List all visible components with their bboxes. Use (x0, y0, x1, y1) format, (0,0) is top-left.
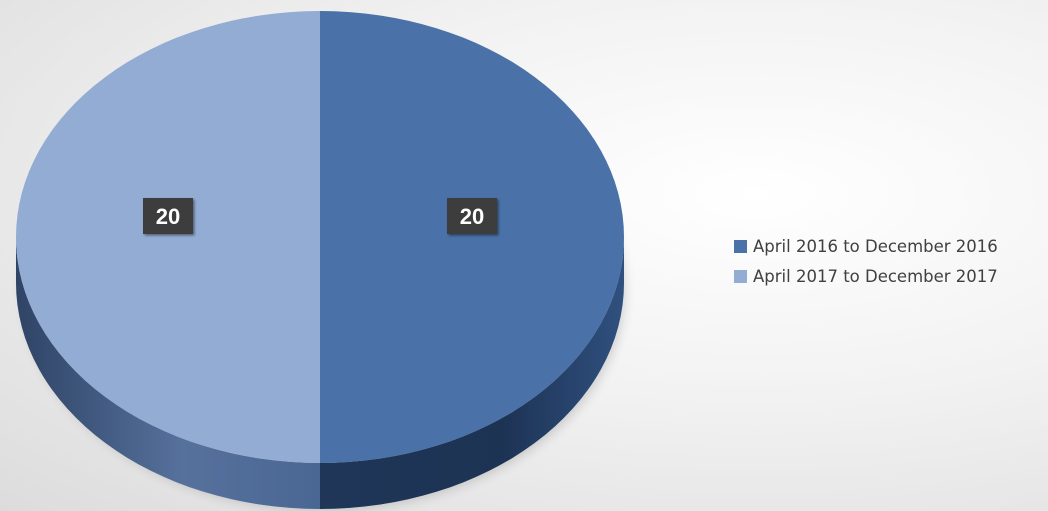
legend-item-2016: April 2016 to December 2016 (734, 232, 998, 260)
legend-label-2016: April 2016 to December 2016 (753, 236, 998, 256)
data-label-value-0: 20 (460, 204, 484, 229)
data-label-1: 20 (143, 198, 193, 234)
legend-label-2017: April 2017 to December 2017 (753, 266, 998, 286)
data-label-value-1: 20 (156, 204, 180, 229)
data-label-0: 20 (447, 198, 497, 234)
pie-slice-0 (320, 11, 624, 463)
pie-side-0 (320, 237, 624, 509)
legend-swatch-2016 (734, 239, 747, 253)
data-label-box-0 (447, 198, 497, 234)
legend-swatch-2017 (734, 269, 747, 283)
legend-item-2017: April 2017 to December 2017 (734, 262, 998, 290)
data-label-box-1 (143, 198, 193, 234)
pie-side-1 (16, 237, 320, 509)
legend: April 2016 to December 2016 April 2017 t… (734, 232, 998, 292)
pie-slice-1 (16, 11, 320, 463)
